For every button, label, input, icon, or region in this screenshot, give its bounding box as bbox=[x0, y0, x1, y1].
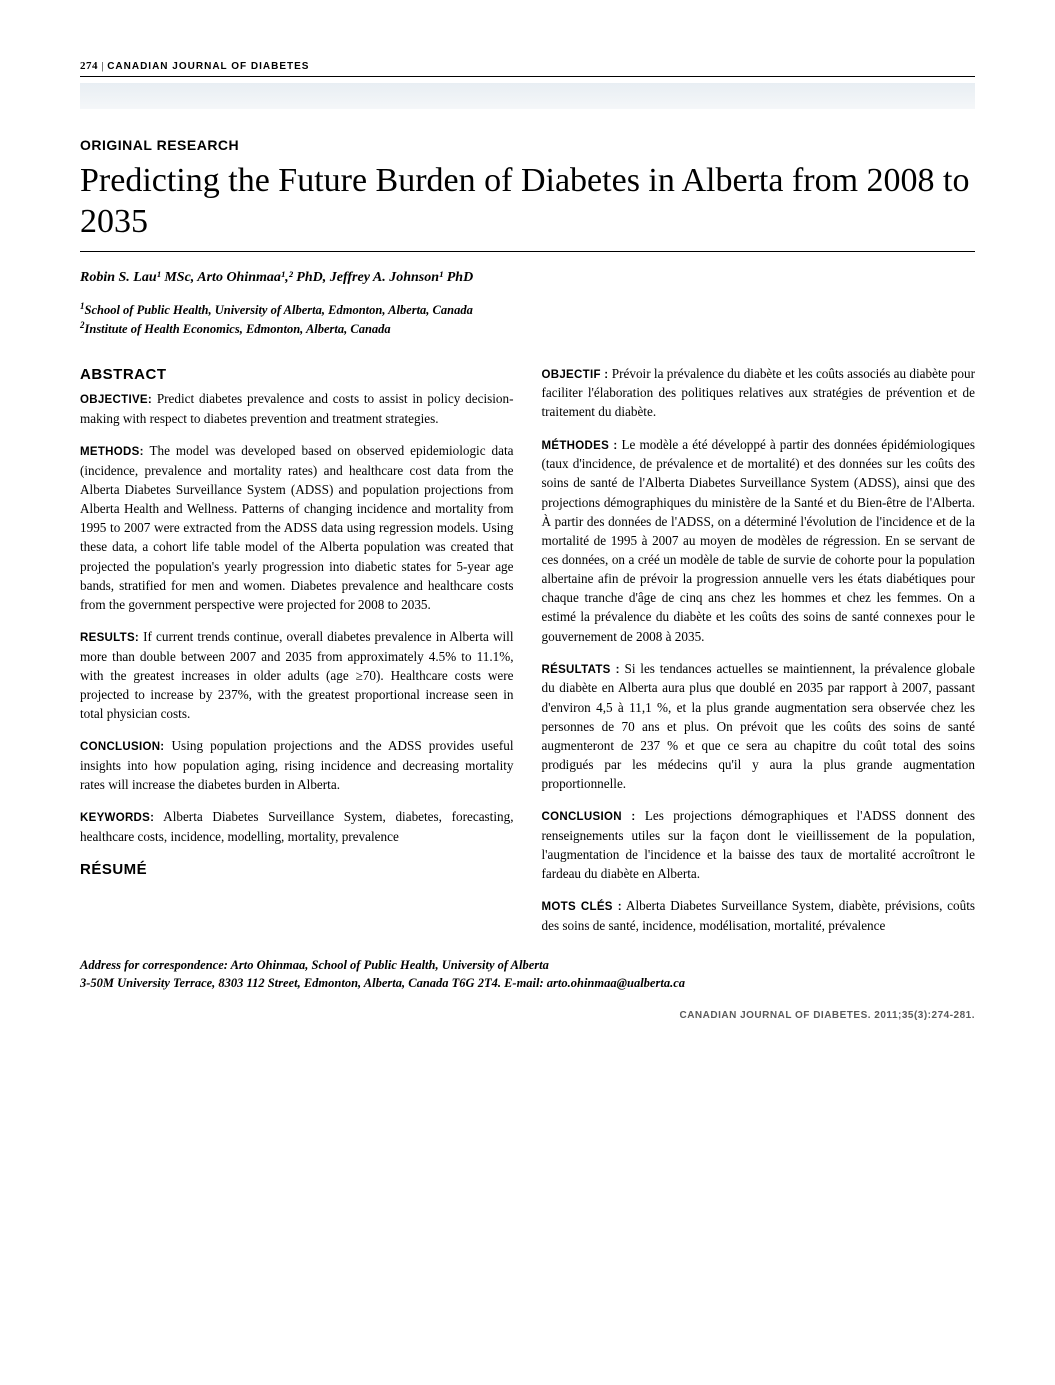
resume-motscles: MOTS CLÉS : Alberta Diabetes Surveillanc… bbox=[542, 896, 976, 935]
abstract-methods: METHODS: The model was developed based o… bbox=[80, 441, 514, 614]
two-column-body: ABSTRACT OBJECTIVE: Predict diabetes pre… bbox=[80, 364, 975, 935]
methodes-text: Le modèle a été développé à partir des d… bbox=[542, 437, 976, 644]
citation-footer: CANADIAN JOURNAL OF DIABETES. 2011;35(3)… bbox=[80, 1010, 975, 1021]
correspondence-line1: Arto Ohinmaa, School of Public Health, U… bbox=[231, 958, 549, 972]
methods-text: The model was developed based on observe… bbox=[80, 443, 514, 612]
header-band bbox=[80, 83, 975, 109]
resume-heading: RÉSUMÉ bbox=[80, 859, 514, 881]
running-header: 274 | CANADIAN JOURNAL OF DIABETES bbox=[80, 60, 975, 77]
article-title: Predicting the Future Burden of Diabetes… bbox=[80, 161, 975, 243]
motscles-label: MOTS CLÉS : bbox=[542, 901, 622, 913]
resume-resultats: RÉSULTATS : Si les tendances actuelles s… bbox=[542, 659, 976, 794]
methodes-label: MÉTHODES : bbox=[542, 440, 618, 452]
resume-methodes: MÉTHODES : Le modèle a été développé à p… bbox=[542, 435, 976, 646]
resultats-label: RÉSULTATS : bbox=[542, 664, 620, 676]
results-label: RESULTS: bbox=[80, 632, 139, 644]
abstract-heading: ABSTRACT bbox=[80, 364, 514, 386]
header-separator: | bbox=[98, 60, 107, 72]
affiliation-1: School of Public Health, University of A… bbox=[85, 303, 473, 317]
affiliation-2: Institute of Health Economics, Edmonton,… bbox=[85, 322, 391, 336]
objective-label: OBJECTIVE: bbox=[80, 394, 152, 406]
correspondence-line2: 3-50M University Terrace, 8303 112 Stree… bbox=[80, 976, 685, 990]
page-number: 274 bbox=[80, 60, 98, 72]
affiliations: 1School of Public Health, University of … bbox=[80, 300, 975, 338]
correspondence-label: Address for correspondence: bbox=[80, 958, 231, 972]
abstract-conclusion: CONCLUSION: Using population projections… bbox=[80, 736, 514, 794]
methods-label: METHODS: bbox=[80, 446, 144, 458]
resume-conclusion: CONCLUSION : Les projections démographiq… bbox=[542, 806, 976, 883]
article-type: ORIGINAL RESEARCH bbox=[80, 137, 975, 153]
objectif-label: OBJECTIF : bbox=[542, 369, 609, 381]
abstract-keywords: KEYWORDS: Alberta Diabetes Surveillance … bbox=[80, 807, 514, 846]
keywords-label: KEYWORDS: bbox=[80, 812, 154, 824]
resultats-text: Si les tendances actuelles se maintienne… bbox=[542, 661, 976, 791]
conclusion-fr-label: CONCLUSION : bbox=[542, 811, 636, 823]
abstract-results: RESULTS: If current trends continue, ove… bbox=[80, 627, 514, 723]
title-rule bbox=[80, 251, 975, 252]
correspondence-block: Address for correspondence: Arto Ohinmaa… bbox=[80, 957, 975, 992]
results-text: If current trends continue, overall diab… bbox=[80, 629, 514, 721]
abstract-objective: OBJECTIVE: Predict diabetes prevalence a… bbox=[80, 389, 514, 428]
journal-name: CANADIAN JOURNAL OF DIABETES bbox=[107, 61, 309, 72]
authors-line: Robin S. Lau¹ MSc, Arto Ohinmaa¹,² PhD, … bbox=[80, 270, 975, 286]
resume-objectif: OBJECTIF : Prévoir la prévalence du diab… bbox=[542, 364, 976, 422]
conclusion-label: CONCLUSION: bbox=[80, 741, 164, 753]
